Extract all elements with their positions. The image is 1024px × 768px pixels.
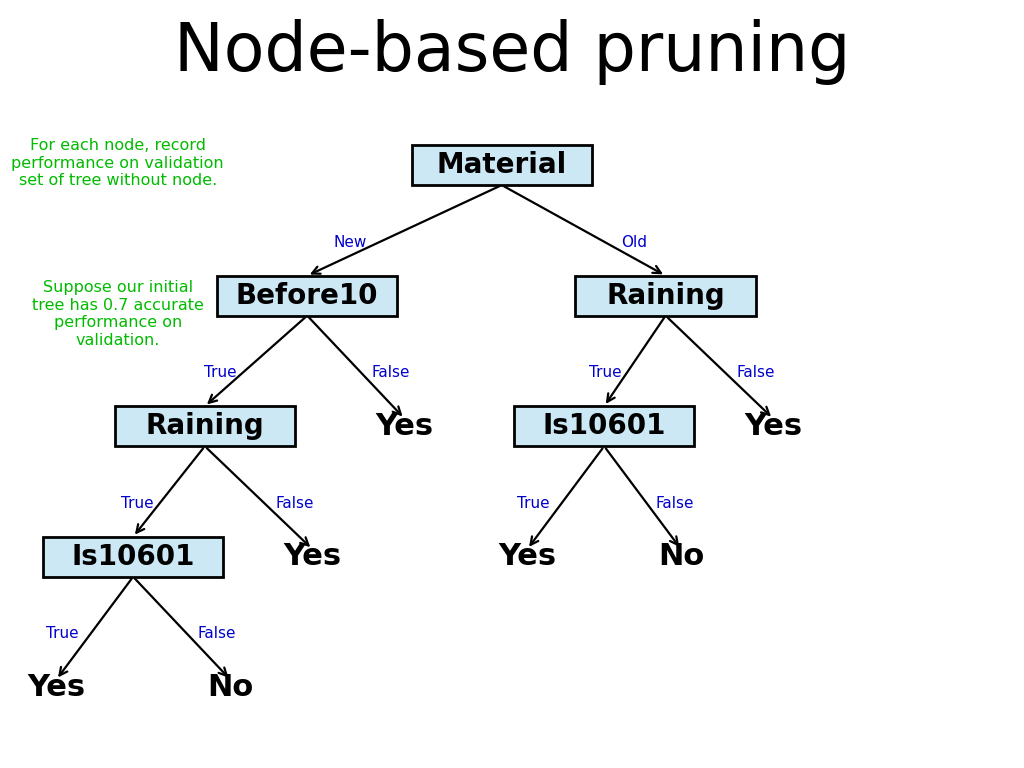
FancyBboxPatch shape bbox=[43, 537, 223, 577]
FancyBboxPatch shape bbox=[412, 145, 592, 185]
Text: False: False bbox=[655, 496, 694, 511]
FancyBboxPatch shape bbox=[514, 406, 694, 446]
Text: False: False bbox=[275, 496, 314, 511]
Text: No: No bbox=[207, 673, 254, 702]
Text: Raining: Raining bbox=[145, 412, 264, 440]
Text: No: No bbox=[657, 542, 705, 571]
Text: False: False bbox=[198, 627, 237, 641]
Text: False: False bbox=[372, 366, 411, 380]
Text: True: True bbox=[46, 627, 79, 641]
FancyBboxPatch shape bbox=[115, 406, 295, 446]
Text: New: New bbox=[333, 235, 367, 250]
Text: Before10: Before10 bbox=[236, 282, 379, 310]
FancyBboxPatch shape bbox=[217, 276, 397, 316]
Text: Yes: Yes bbox=[28, 673, 85, 702]
Text: Node-based pruning: Node-based pruning bbox=[174, 19, 850, 85]
FancyBboxPatch shape bbox=[575, 276, 756, 316]
Text: Is10601: Is10601 bbox=[543, 412, 666, 440]
Text: Is10601: Is10601 bbox=[72, 543, 195, 571]
Text: False: False bbox=[736, 366, 775, 380]
Text: True: True bbox=[589, 366, 622, 380]
Text: Old: Old bbox=[621, 235, 647, 250]
Text: Raining: Raining bbox=[606, 282, 725, 310]
Text: Yes: Yes bbox=[284, 542, 341, 571]
Text: Yes: Yes bbox=[499, 542, 556, 571]
Text: Suppose our initial
tree has 0.7 accurate
performance on
validation.: Suppose our initial tree has 0.7 accurat… bbox=[32, 280, 204, 347]
Text: Yes: Yes bbox=[376, 412, 433, 441]
Text: For each node, record
performance on validation
set of tree without node.: For each node, record performance on val… bbox=[11, 138, 224, 188]
Text: Material: Material bbox=[436, 151, 567, 179]
Text: True: True bbox=[204, 366, 237, 380]
Text: True: True bbox=[122, 496, 154, 511]
Text: True: True bbox=[517, 496, 550, 511]
Text: Yes: Yes bbox=[744, 412, 802, 441]
